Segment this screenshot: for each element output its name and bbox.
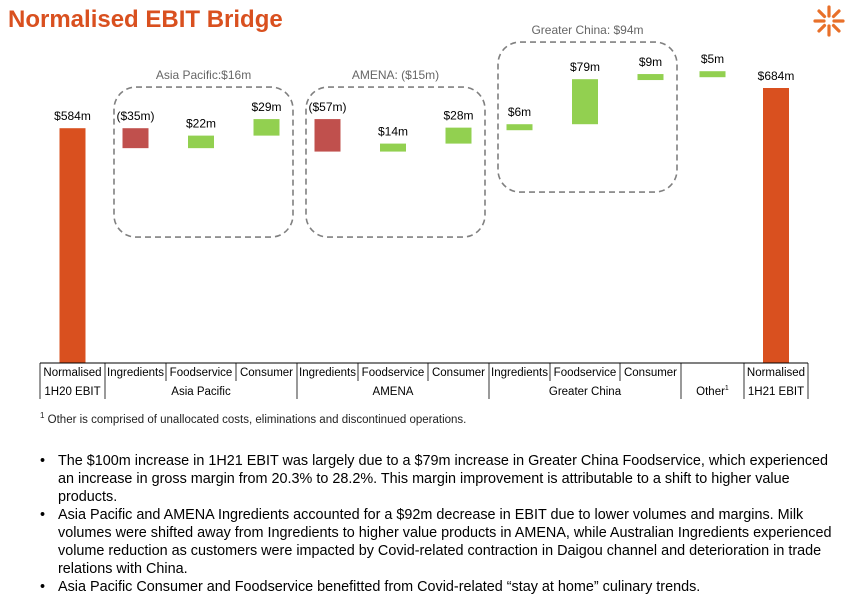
category-label: Ingredients — [491, 367, 548, 379]
group-box — [305, 86, 486, 238]
footnote-text: Other is comprised of unallocated costs,… — [47, 413, 467, 426]
bar-total — [59, 128, 86, 363]
bar-negative — [122, 128, 149, 149]
bar-positive — [699, 71, 726, 78]
group-axis-label: Greater China — [549, 386, 622, 398]
data-label: $684m — [758, 69, 795, 83]
bar-positive — [188, 135, 214, 149]
category-label: Ingredients — [299, 367, 356, 379]
bar-positive — [253, 119, 280, 136]
bar-positive — [637, 74, 664, 81]
group-axis-label: 1H20 EBIT — [44, 386, 100, 398]
category-label: Foodservice — [554, 367, 617, 379]
footnote: 1 Other is comprised of unallocated cost… — [40, 411, 466, 426]
bar-positive — [380, 143, 406, 152]
bar-negative — [314, 119, 341, 152]
category-label: Consumer — [624, 367, 677, 379]
bullet-point: Asia Pacific and AMENA Ingredients accou… — [36, 506, 836, 578]
page-title: Normalised EBIT Bridge — [8, 6, 283, 33]
bar-positive — [572, 79, 598, 125]
bar-positive — [445, 127, 472, 144]
data-label: $9m — [639, 55, 662, 69]
data-label: ($35m) — [116, 109, 154, 123]
data-label: $5m — [701, 52, 724, 66]
group-label: Greater China: $94m — [531, 23, 643, 37]
group-label: AMENA: ($15m) — [352, 68, 439, 82]
category-label: Foodservice — [170, 367, 233, 379]
group-box — [113, 86, 294, 238]
data-label: $22m — [186, 117, 216, 131]
category-label: Ingredients — [107, 367, 164, 379]
category-label: Normalised — [43, 367, 101, 379]
data-label: $28m — [443, 109, 473, 123]
data-label: $29m — [251, 100, 281, 114]
data-label: $584m — [54, 109, 91, 123]
data-label: $79m — [570, 60, 600, 74]
bullet-point: Asia Pacific Consumer and Foodservice be… — [36, 578, 836, 596]
group-axis-label: AMENA — [373, 386, 414, 398]
ebit-bridge-chart: $584m ($35m) $22m $29m ($57m) $14m $28m $6m $79m… — [39, 23, 809, 399]
footnote-marker: 1 — [40, 411, 45, 420]
group-axis-label: 1H21 EBIT — [748, 386, 804, 398]
group-box — [497, 41, 678, 193]
category-label: Foodservice — [362, 367, 425, 379]
category-label: Consumer — [240, 367, 293, 379]
group-axis-label: Asia Pacific — [171, 386, 231, 398]
bar-positive — [506, 124, 533, 131]
asterisk-burst-icon — [813, 5, 845, 37]
commentary-list: The $100m increase in 1H21 EBIT was larg… — [36, 452, 836, 596]
data-label: $14m — [378, 125, 408, 139]
data-label: $6m — [508, 105, 531, 119]
group-axis-label: Other1 — [696, 385, 729, 398]
data-label: ($57m) — [308, 100, 346, 114]
bar-total — [763, 88, 789, 363]
category-label: Normalised — [747, 367, 805, 379]
category-label: Consumer — [432, 367, 485, 379]
bullet-point: The $100m increase in 1H21 EBIT was larg… — [36, 452, 836, 506]
group-label: Asia Pacific:$16m — [156, 68, 251, 82]
